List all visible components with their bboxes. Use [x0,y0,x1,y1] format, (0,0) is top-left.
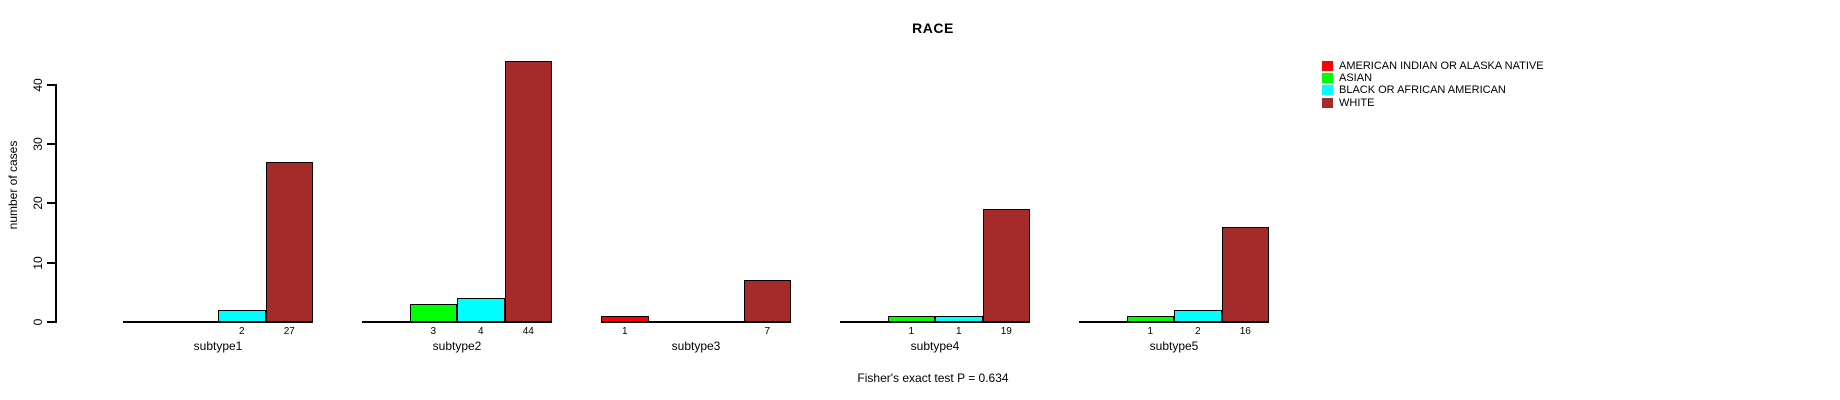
bar [1221,227,1269,322]
bar-group-baseline [601,321,791,323]
y-axis-tick-label: 30 [31,137,45,151]
category-label: subtype2 [432,339,482,353]
category-label: subtype5 [1149,339,1199,353]
bar-value-label: 44 [522,326,534,337]
legend-item: WHITE [1322,97,1544,109]
bar [265,161,313,322]
legend: AMERICAN INDIAN OR ALASKA NATIVE ASIAN BLA… [1322,60,1544,109]
bar [601,316,649,322]
bar [457,298,505,322]
legend-label: ASIAN [1339,72,1373,85]
stat-caption: Fisher's exact test P = 0.634 [857,371,1009,385]
bar-value-label: 1 [1147,326,1154,337]
bar [1126,316,1174,322]
bar-value-label: 2 [1194,326,1201,337]
y-axis-tick [47,261,55,264]
bar-value-label: 1 [955,326,962,337]
bar-group-baseline [362,321,552,323]
bar [409,304,457,322]
chart-title: RACE [912,20,954,36]
bar-group-baseline [123,321,313,323]
bar-value-label: 27 [283,326,295,337]
bar-value-label: 16 [1239,326,1251,337]
y-axis-label: number of cases [6,140,20,230]
legend-swatch [1322,73,1333,84]
bar-value-label: 7 [764,326,771,337]
category-label: subtype1 [193,339,243,353]
category-label: subtype4 [910,339,960,353]
bar-value-label: 1 [621,326,628,337]
legend-swatch [1322,85,1333,96]
y-axis-tick [47,202,55,205]
bar-value-label: 19 [1000,326,1012,337]
bar [743,280,791,322]
bar-group-baseline [840,321,1030,323]
legend-item: ASIAN [1322,72,1544,84]
bar [935,316,983,322]
bar [1174,310,1222,322]
bar [887,316,935,322]
y-axis-tick-label: 10 [31,255,45,270]
y-axis-line [55,83,57,323]
legend-swatch [1322,97,1333,108]
bar [218,310,266,322]
legend-item: AMERICAN INDIAN OR ALASKA NATIVE [1322,60,1544,72]
legend-label: BLACK OR AFRICAN AMERICAN [1339,84,1506,97]
y-axis-tick [47,321,55,323]
y-axis-tick [47,83,55,86]
legend-item: BLACK OR AFRICAN AMERICAN [1322,84,1544,96]
bar-value-label: 4 [477,326,484,337]
bar-value-label: 1 [908,326,915,337]
y-axis-tick-label: 20 [31,196,45,210]
bar-value-label: 3 [430,326,437,337]
y-axis-tick-label: 0 [31,318,45,326]
y-axis-tick [47,142,55,145]
bar [504,60,552,322]
y-axis-tick-label: 40 [31,77,45,92]
legend-swatch [1322,61,1333,72]
legend-label: AMERICAN INDIAN OR ALASKA NATIVE [1339,60,1544,73]
bar-value-label: 2 [238,326,245,337]
bar [982,209,1030,322]
legend-label: WHITE [1339,96,1375,109]
bar-group-baseline [1079,321,1269,323]
category-label: subtype3 [671,339,721,353]
